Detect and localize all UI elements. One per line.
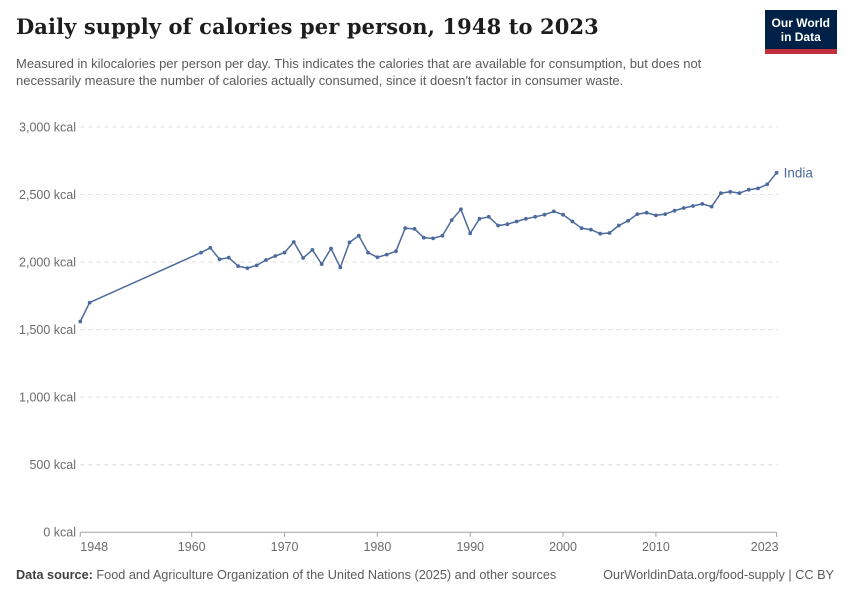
data-point[interactable]	[644, 210, 649, 215]
y-tick-label: 2,500 kcal	[19, 188, 76, 202]
data-point[interactable]	[431, 236, 435, 241]
data-point[interactable]	[356, 233, 361, 238]
data-point[interactable]	[691, 204, 695, 208]
data-point[interactable]	[514, 219, 519, 224]
data-point[interactable]	[403, 226, 408, 231]
entity-label-india[interactable]: India	[784, 165, 814, 180]
data-point[interactable]	[589, 227, 593, 232]
x-tick-label: 1980	[363, 540, 391, 554]
chart-footer: Data source: Food and Agriculture Organi…	[16, 568, 834, 582]
data-point[interactable]	[319, 262, 324, 266]
data-point[interactable]	[635, 212, 640, 216]
data-point[interactable]	[654, 213, 658, 218]
data-point[interactable]	[282, 250, 287, 255]
data-point[interactable]	[375, 255, 380, 260]
data-point[interactable]	[681, 206, 686, 210]
data-point[interactable]	[765, 182, 770, 187]
data-point[interactable]	[663, 212, 668, 216]
data-point[interactable]	[199, 250, 203, 255]
data-point[interactable]	[87, 300, 92, 305]
owid-logo[interactable]: Our World in Data	[764, 10, 837, 54]
data-point[interactable]	[273, 254, 278, 258]
data-point[interactable]	[347, 240, 352, 245]
data-point[interactable]	[217, 257, 222, 262]
x-tick-label: 1948	[80, 540, 108, 554]
y-tick-label: 500 kcal	[29, 458, 76, 472]
data-point[interactable]	[737, 191, 742, 195]
data-point[interactable]	[394, 249, 398, 254]
data-point[interactable]	[533, 214, 538, 219]
data-point[interactable]	[626, 218, 630, 223]
data-point[interactable]	[329, 246, 333, 251]
data-point[interactable]	[579, 226, 584, 231]
data-point[interactable]	[366, 250, 370, 255]
data-point[interactable]	[264, 258, 268, 262]
data-point[interactable]	[542, 212, 547, 217]
data-point[interactable]	[774, 170, 779, 175]
data-point[interactable]	[672, 208, 677, 213]
data-point[interactable]	[254, 263, 259, 268]
y-tick-label: 3,000 kcal	[19, 120, 76, 134]
data-point[interactable]	[561, 212, 565, 217]
data-point[interactable]	[607, 231, 612, 235]
data-point[interactable]	[505, 222, 510, 227]
y-tick-label: 0 kcal	[43, 526, 76, 540]
owid-logo-line2: in Data	[780, 30, 821, 44]
y-tick-label: 1,000 kcal	[19, 391, 76, 405]
data-point[interactable]	[412, 227, 417, 231]
data-point[interactable]	[700, 202, 705, 206]
credit-link[interactable]: OurWorldinData.org/food-supply | CC BY	[603, 568, 834, 582]
x-tick-label: 2010	[642, 540, 670, 554]
data-point[interactable]	[384, 252, 389, 257]
chart-subtitle: Measured in kilocalories per person per …	[16, 56, 702, 88]
y-tick-label: 1,500 kcal	[19, 323, 76, 337]
data-point[interactable]	[598, 231, 603, 236]
x-tick-label: 1970	[271, 540, 299, 554]
data-point[interactable]	[756, 186, 760, 191]
data-point[interactable]	[226, 255, 231, 260]
data-point[interactable]	[570, 219, 575, 224]
data-point[interactable]	[421, 235, 426, 240]
data-point[interactable]	[459, 207, 463, 212]
data-source: Data source: Food and Agriculture Organi…	[16, 568, 556, 582]
data-source-label: Data source:	[16, 568, 93, 582]
x-tick-label: 1960	[178, 540, 206, 554]
data-point[interactable]	[208, 245, 213, 250]
data-point[interactable]	[616, 223, 621, 228]
calorie-supply-line-chart: 0 kcal 500 kcal 1,000 kcal 1,500 kcal 2,000 …	[19, 120, 814, 554]
data-point[interactable]	[291, 240, 296, 244]
x-tick-label: 2000	[549, 540, 577, 554]
data-point[interactable]	[301, 256, 305, 260]
data-point[interactable]	[440, 233, 445, 238]
x-tick-label: 1990	[456, 540, 484, 554]
data-point[interactable]	[449, 218, 454, 222]
owid-logo-line1: Our World	[771, 16, 830, 30]
data-point[interactable]	[338, 265, 343, 270]
data-point[interactable]	[524, 216, 528, 221]
data-point[interactable]	[551, 209, 556, 214]
data-point[interactable]	[746, 187, 751, 192]
data-point[interactable]	[486, 214, 491, 219]
data-line-india[interactable]	[79, 172, 778, 323]
data-source-text: Food and Agriculture Organization of the…	[92, 568, 557, 582]
data-point[interactable]	[709, 204, 714, 209]
x-tick-label: 2023	[751, 540, 779, 554]
data-point[interactable]	[236, 264, 241, 268]
data-point[interactable]	[468, 231, 473, 236]
data-point[interactable]	[719, 191, 723, 195]
data-point[interactable]	[477, 216, 482, 221]
data-point[interactable]	[78, 319, 83, 324]
chart-title: Daily supply of calories per person, 194…	[16, 14, 599, 39]
y-tick-label: 2,000 kcal	[19, 255, 76, 269]
data-point[interactable]	[310, 248, 315, 252]
data-point[interactable]	[496, 223, 500, 228]
data-point[interactable]	[728, 189, 733, 194]
data-point[interactable]	[245, 266, 250, 270]
